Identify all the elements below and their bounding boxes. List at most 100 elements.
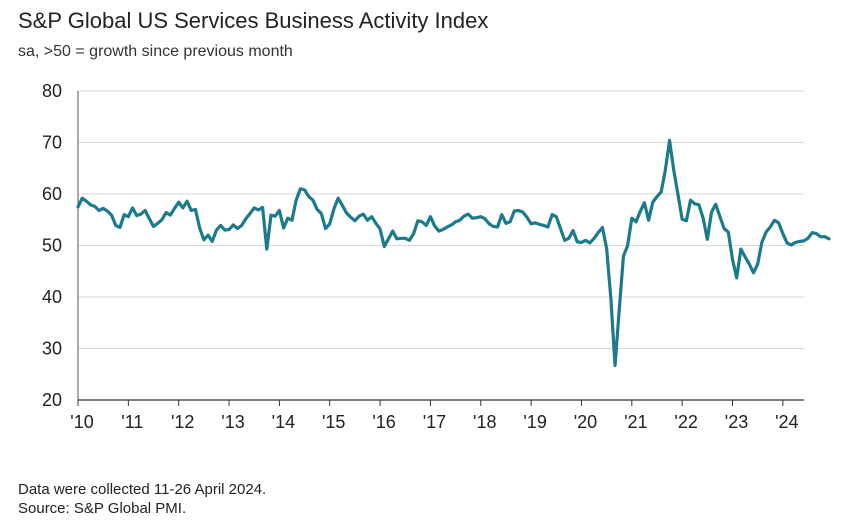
data-point [463, 215, 465, 217]
data-point [257, 209, 259, 211]
data-point [618, 309, 620, 311]
data-point [639, 210, 641, 212]
data-point [471, 217, 473, 219]
data-point [601, 226, 603, 228]
data-point [266, 248, 268, 250]
data-point [522, 211, 524, 213]
data-point [366, 219, 368, 221]
data-point [719, 215, 721, 217]
data-point [253, 207, 255, 209]
data-point [282, 227, 284, 229]
data-point [517, 209, 519, 211]
data-point [543, 224, 545, 226]
data-point [81, 197, 83, 199]
data-point [165, 211, 167, 213]
data-point [85, 200, 87, 202]
data-point [454, 221, 456, 223]
data-point [308, 195, 310, 197]
data-point [379, 228, 381, 230]
data-point [593, 237, 595, 239]
data-point [538, 223, 540, 225]
data-point [198, 227, 200, 229]
data-point [261, 206, 263, 208]
data-point [404, 237, 406, 239]
data-point [584, 239, 586, 241]
data-point [715, 203, 717, 205]
data-point [161, 219, 163, 221]
data-point [324, 227, 326, 229]
data-point [765, 231, 767, 233]
data-point [412, 232, 414, 234]
data-point [505, 222, 507, 224]
data-point [228, 228, 230, 230]
data-point [513, 210, 515, 212]
source-note: Source: S&P Global PMI. [18, 500, 187, 517]
data-point [152, 225, 154, 227]
data-point [157, 222, 159, 224]
data-point [656, 195, 658, 197]
data-point [169, 214, 171, 216]
data-point [555, 215, 557, 217]
data-point [362, 213, 364, 215]
data-point [534, 222, 536, 224]
data-point [94, 205, 96, 207]
data-point [547, 226, 549, 228]
data-point [211, 240, 213, 242]
data-point [408, 239, 410, 241]
y-tick-label-30: 30 [42, 339, 62, 359]
data-point [748, 263, 750, 265]
data-point [278, 209, 280, 211]
data-point [761, 241, 763, 243]
data-point [396, 238, 398, 240]
data-point [467, 213, 469, 215]
data-point [341, 204, 343, 206]
data-point [689, 199, 691, 201]
x-tick-label-2013: '13 [221, 412, 244, 432]
data-point [731, 258, 733, 260]
data-point [622, 255, 624, 257]
data-point [828, 238, 830, 240]
data-point [291, 219, 293, 221]
data-point [563, 239, 565, 241]
data-point [744, 256, 746, 258]
data-point [219, 224, 221, 226]
data-point [668, 139, 670, 141]
x-tick-label-2023: '23 [725, 412, 748, 432]
data-point [316, 208, 318, 210]
data-point [119, 226, 121, 228]
data-point [597, 231, 599, 233]
data-point [681, 218, 683, 220]
data-point [77, 206, 79, 208]
data-point [240, 224, 242, 226]
data-point [270, 214, 272, 216]
data-point [245, 218, 247, 220]
data-point [694, 203, 696, 205]
data-point [433, 225, 435, 227]
data-point [421, 221, 423, 223]
data-point [740, 248, 742, 250]
data-point [664, 169, 666, 171]
data-point [370, 215, 372, 217]
data-point [320, 212, 322, 214]
x-tick-label-2024: '24 [775, 412, 798, 432]
data-point [782, 232, 784, 234]
data-point [710, 211, 712, 213]
data-point [400, 237, 402, 239]
data-point [194, 208, 196, 210]
data-point [702, 217, 704, 219]
data-point [803, 240, 805, 242]
data-point [756, 263, 758, 265]
data-point [819, 236, 821, 238]
data-point [492, 225, 494, 227]
data-point [736, 277, 738, 279]
data-point [559, 227, 561, 229]
x-tick-label-2010: '10 [70, 412, 93, 432]
data-point [484, 218, 486, 220]
data-point [811, 231, 813, 233]
data-point [375, 222, 377, 224]
data-point [102, 207, 104, 209]
data-point [446, 226, 448, 228]
data-point [824, 236, 826, 238]
data-point [496, 226, 498, 228]
